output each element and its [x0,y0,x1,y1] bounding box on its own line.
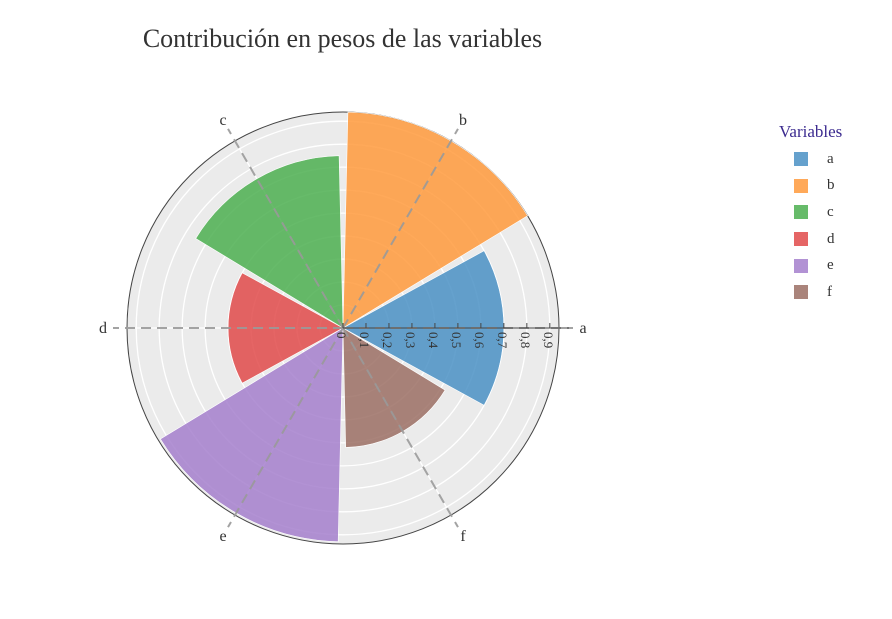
legend-item-f[interactable]: f [770,279,842,306]
legend-swatch [794,285,808,300]
legend-label: c [827,203,834,220]
radial-tick-label: 0 [334,332,349,339]
angular-label-b: b [459,112,467,129]
polar-bars [159,111,528,542]
legend-label: b [827,177,835,194]
legend-item-c[interactable]: c [770,199,842,226]
radial-tick-label: 0,8 [518,332,533,348]
angular-label-f: f [460,528,466,545]
angular-axis-line-f [342,327,459,528]
legend-swatch [794,205,808,220]
polar-axes [113,128,573,528]
angular-axis-line-b [342,128,459,329]
angular-label-c: c [219,112,226,129]
radial-tick-label: 0,6 [472,332,487,349]
angular-axis-line-c [227,128,344,329]
radial-tick-label: 0,3 [403,332,418,348]
legend-label: a [827,150,834,167]
legend-item-b[interactable]: b [770,173,842,200]
legend-title: Variables [779,122,843,141]
polar-labels: a b c d e f 0 0,1 0,2 0,3 0,4 0,5 0,6 0,7 0,8 0,9 [99,112,587,545]
bar-c [195,155,344,329]
legend-swatch [794,178,808,193]
angular-label-a: a [579,320,586,337]
legend-item-e[interactable]: e [770,252,842,279]
legend-label: d [827,230,835,247]
angular-axis-line-e [227,327,344,528]
radial-tick-label: 0,4 [426,332,441,349]
radial-tick-label: 0,7 [495,332,510,349]
legend-swatch [794,258,808,273]
legend-swatch [794,152,808,167]
angular-label-d: d [99,320,107,337]
radial-tick-label: 0,9 [541,332,556,348]
radial-tick-label: 0,5 [449,332,464,348]
radial-tick-label: 0,2 [380,332,395,348]
angular-label-e: e [219,528,226,545]
legend-item-d[interactable]: d [770,226,842,253]
legend-label: e [827,257,834,274]
radial-tick-label: 0,1 [357,332,372,348]
legend-swatch [794,232,808,247]
legend-label: f [827,283,832,300]
legend-item-a[interactable]: a [770,146,842,173]
chart-title: Contribución en pesos de las variables [142,24,543,53]
